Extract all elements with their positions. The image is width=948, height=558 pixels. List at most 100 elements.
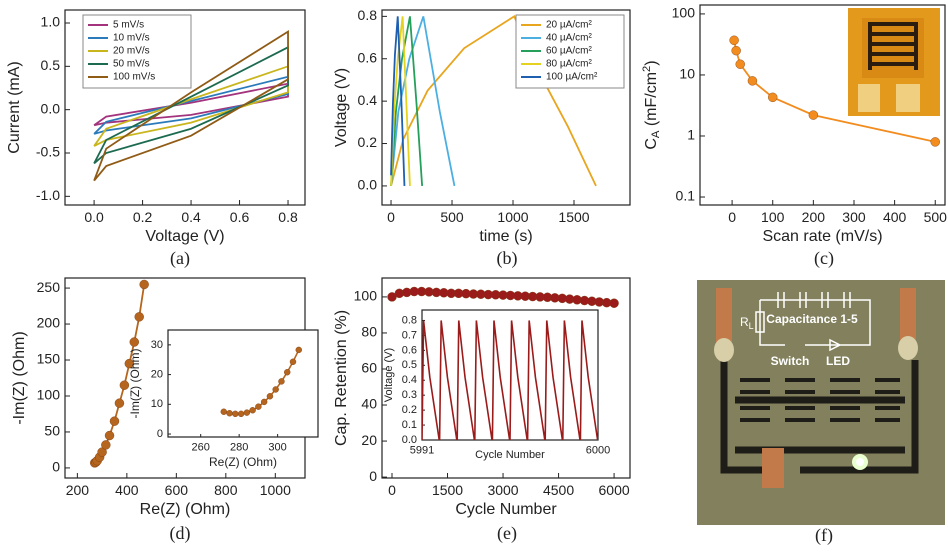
resistor-label: RL [740,315,754,331]
series-line [390,16,406,186]
device-photo [697,280,945,525]
x-tick-label: 500 [440,209,464,225]
switch-label: Switch [771,354,810,368]
x-tick-label: 1500 [558,209,589,225]
data-point [124,358,135,369]
resistor-symbol: R [740,315,749,329]
y-tick-label: 20 [361,432,377,448]
x-tick-label: 6000 [586,444,610,456]
y-tick-label: 0.1 [402,419,417,431]
data-point [109,416,120,426]
x-tick-label: 500 [924,209,948,225]
x-axis-label: time (s) [479,228,532,245]
y-axis-label: -Im(Z) (Ohm) [128,349,142,419]
y-tick-label: 0.6 [402,344,417,356]
data-point [104,430,115,441]
y-tick-label: 60 [361,360,377,376]
y-tick-label: 1.0 [41,14,61,30]
y-tick-label: 0.5 [41,57,61,73]
y-tick-label: 0.7 [402,329,417,341]
y-tick-label: -0.5 [36,144,60,160]
legend-label: 100 µA/cm² [546,72,598,83]
y-tick-label: 100 [672,5,696,21]
data-point [249,407,256,414]
data-point [220,408,227,415]
plot-area [729,35,940,147]
y-axis-label: Voltage (V) [333,68,350,147]
y-tick-label: 10 [679,66,695,82]
resistor-subscript: L [749,321,754,331]
plot-area [93,30,289,182]
x-tick-label: 6000 [599,482,630,498]
series-line [93,30,289,182]
x-tick-label: 260 [192,441,210,453]
x-tick-label: 1500 [432,482,463,498]
y-axis-label: Current (mA) [6,61,23,153]
y-tick-label: 20 [151,368,163,380]
data-point [735,59,745,69]
y-tick-label: 250 [37,279,61,295]
y-tick-label: 0.0 [41,100,61,116]
panel-caption: (f) [815,525,833,546]
y-tick-label: 10 [151,398,163,410]
x-axis-label: Voltage (V) [145,228,224,245]
x-tick-label: 0.2 [133,209,153,225]
y-tick-label: 100 [354,288,378,304]
panel-caption: (b) [497,248,518,269]
data-point [260,398,268,406]
data-point [101,440,111,450]
data-point [129,337,139,347]
data-point [134,312,144,322]
legend-label: 80 µA/cm² [546,59,592,70]
y-axis-label: Cap. Retention (%) [333,310,350,446]
x-tick-label: 0.0 [84,209,104,225]
data-point [289,358,297,366]
data-point [266,393,274,400]
y-tick-label: 0.8 [358,7,378,23]
y-tick-label: 0.3 [402,389,417,401]
x-tick-label: 4500 [543,482,574,498]
y-tick-label: 100 [37,387,61,403]
data-point [768,92,778,103]
y-tick-label: 50 [44,423,60,439]
data-point [237,410,245,418]
x-tick-label: 1000 [497,209,528,225]
x-axis-label: Scan rate (mV/s) [762,228,882,245]
y-axis-label-part: (mF/cm [643,72,660,131]
x-axis-label: Re(Z) (Ohm) [140,501,231,518]
legend-label: 100 mV/s [113,72,155,83]
panel-caption: (c) [814,248,834,269]
plot-area [220,346,302,418]
y-tick-label: 0.6 [358,49,378,65]
x-tick-label: 400 [115,482,139,498]
x-tick-label: 200 [802,209,826,225]
series-line [390,16,456,187]
x-tick-label: 5991 [410,444,434,456]
plot-area [387,286,619,308]
data-point [609,298,619,308]
x-tick-label: 280 [230,441,248,453]
data-point [114,398,125,408]
y-axis-label: Voltage (V) [383,348,395,402]
data-point [139,279,149,290]
y-tick-label: 0.4 [402,374,417,386]
x-tick-label: 0.8 [278,209,298,225]
y-tick-label: 80 [361,324,377,340]
data-point [808,110,819,120]
legend-label: 20 µA/cm² [546,20,592,31]
data-point [731,45,741,56]
x-tick-label: 100 [761,209,785,225]
data-point [284,369,291,376]
series-line [390,16,424,186]
y-tick-label: 0.4 [358,92,378,108]
data-point [255,403,262,410]
x-tick-label: 1000 [260,482,291,498]
panel-caption: (d) [170,523,191,544]
legend-label: 60 µA/cm² [546,46,592,57]
legend-label: 5 mV/s [113,20,144,31]
data-point [930,137,940,147]
x-tick-label: 3000 [487,482,518,498]
y-tick-label: 40 [361,396,377,412]
x-axis-label: Cycle Number [475,449,545,461]
plot-area [422,320,598,440]
